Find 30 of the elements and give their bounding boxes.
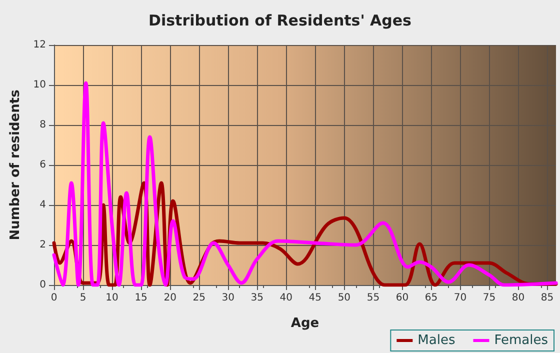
x-tick-label: 60 <box>396 292 409 304</box>
chart-title: Distribution of Residents' Ages <box>148 12 412 30</box>
x-tick-label: 70 <box>454 292 467 304</box>
x-tick-label: 15 <box>134 292 148 304</box>
y-tick-label: 10 <box>33 80 46 90</box>
y-tick-label: 4 <box>40 200 46 210</box>
x-tick-label: 50 <box>338 292 351 304</box>
x-tick-label: 80 <box>512 292 525 304</box>
x-tick-label: 30 <box>222 292 234 304</box>
x-tick-label: 25 <box>192 292 206 304</box>
x-tick-label: 5 <box>80 292 86 304</box>
x-tick-label: 0 <box>50 292 58 304</box>
x-tick-label: 45 <box>308 292 322 304</box>
y-tick-label: 2 <box>40 240 46 250</box>
legend-label: Females <box>494 333 548 348</box>
y-tick-label: 0 <box>40 280 46 290</box>
y-axis-title: Number of residents <box>8 89 23 240</box>
legend-label: Males <box>418 333 456 348</box>
y-tick-label: 6 <box>40 160 46 170</box>
x-axis-title: Age <box>290 316 320 331</box>
x-tick-label: 75 <box>482 292 496 304</box>
x-tick-label: 35 <box>250 292 264 304</box>
y-tick-label: 8 <box>40 120 46 130</box>
x-tick-label: 40 <box>280 292 293 304</box>
x-tick-label: 10 <box>106 292 118 304</box>
x-tick-label: 65 <box>424 292 438 304</box>
x-tick-label: 55 <box>366 292 380 304</box>
x-tick-label: 85 <box>540 292 554 304</box>
y-tick-label: 12 <box>33 40 46 50</box>
x-tick-label: 20 <box>164 292 176 304</box>
